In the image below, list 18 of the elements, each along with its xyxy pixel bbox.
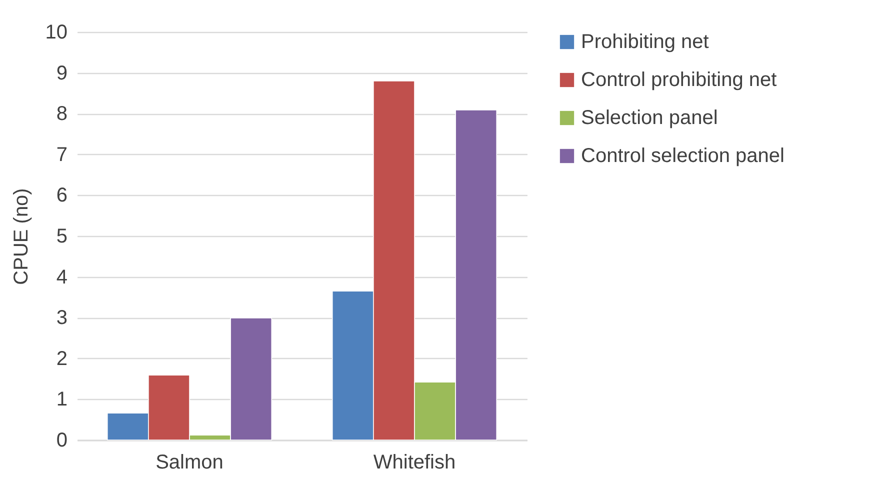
x-tick-label: Whitefish	[373, 452, 456, 474]
y-tick-label: 7	[56, 144, 68, 166]
y-tick-label: 9	[56, 62, 68, 84]
y-tick-label: 4	[56, 266, 68, 288]
y-tick-label: 5	[56, 226, 68, 248]
legend-label: Control prohibiting net	[581, 69, 778, 91]
legend-label: Prohibiting net	[581, 31, 710, 53]
legend-label: Selection panel	[581, 107, 718, 129]
y-tick-label: 6	[56, 184, 68, 207]
legend-label: Control selection panel	[581, 145, 784, 167]
y-tick-label: 3	[56, 307, 68, 330]
y-axis-title: CPUE (no)	[10, 188, 32, 285]
y-tick-label: 0	[56, 430, 68, 452]
y-tick-label: 8	[56, 103, 68, 126]
y-tick-label: 10	[45, 22, 68, 44]
y-tick-label: 2	[56, 348, 68, 370]
y-tick-label: 1	[56, 388, 68, 411]
x-tick-label: Salmon	[156, 452, 224, 474]
